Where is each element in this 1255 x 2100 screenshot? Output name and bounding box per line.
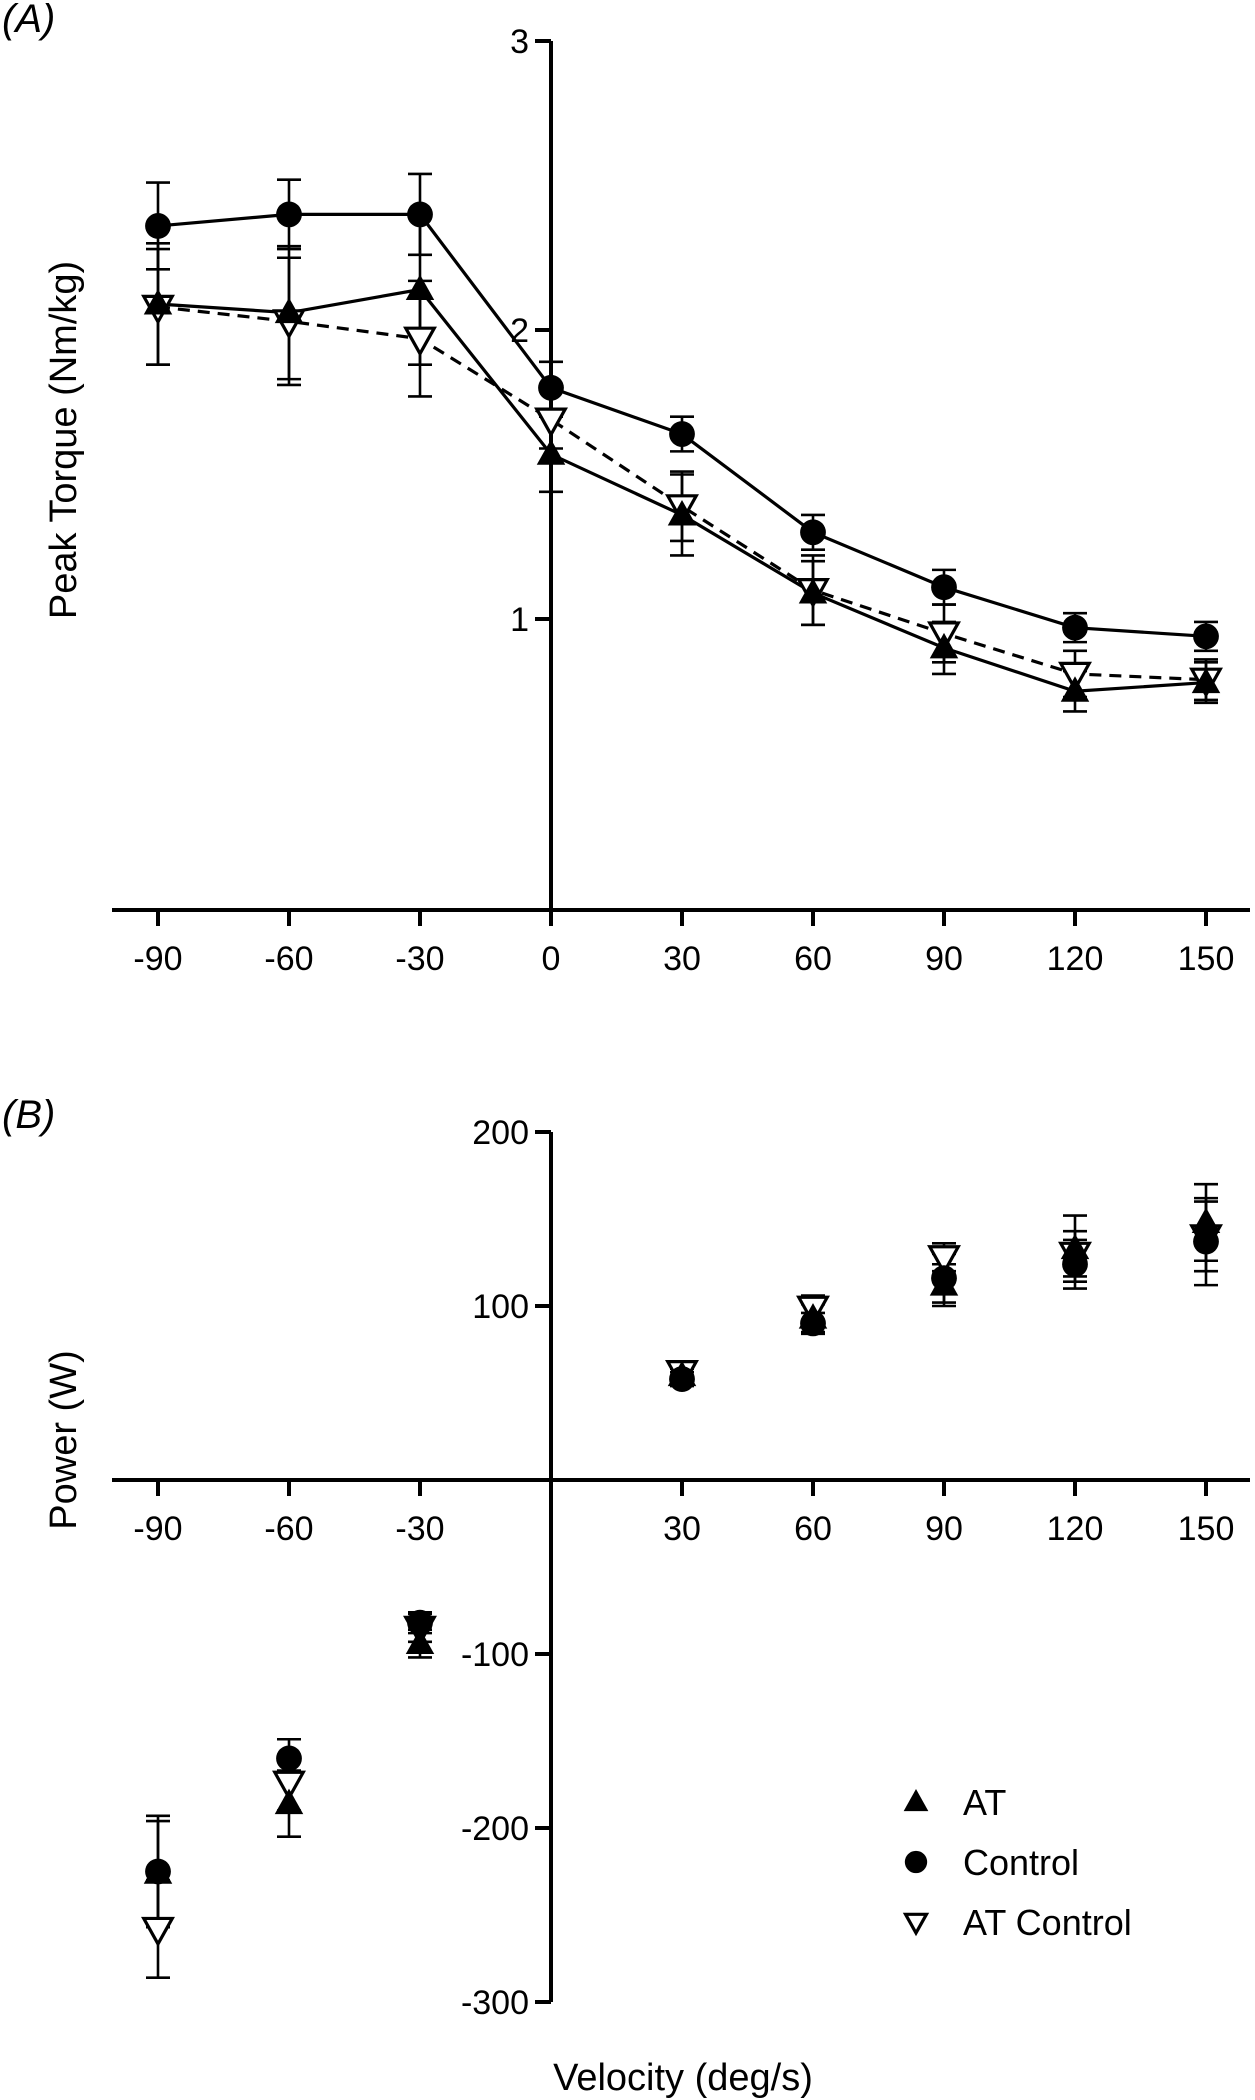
panel-b-axes: -300 -200 -100 100 200 -90 -60 -30 30 60 90 120 150 (112, 1114, 1250, 2022)
panel-a-axes: 123-90 -60 -30 0 30 60 90 120 150 (112, 23, 1250, 978)
panel-b-y-tick-label: -100 (461, 1636, 529, 1674)
legend-item-at-control: AT Control (902, 1902, 1132, 1943)
legend: AT Control AT Control (902, 1782, 1132, 1943)
panel-a-point-at (143, 288, 173, 315)
legend-marker-shape (903, 1789, 929, 1812)
panel-b-x-tick-label: -90 (133, 1510, 182, 1548)
panel-a-x-tick-label: 0 (542, 940, 561, 978)
panel-b-markers (141, 1207, 1223, 1948)
panel-a-point-at-control (1058, 661, 1092, 693)
legend-label-at: AT (963, 1782, 1006, 1823)
panel-b-x-tick-label: 120 (1047, 1510, 1104, 1548)
panel-a-point-at (667, 499, 697, 526)
panel-b-y-tick-label: -300 (461, 1984, 529, 2022)
panel-a-x-tick-label: 60 (794, 940, 832, 978)
panel-b-point-control (669, 1366, 695, 1392)
panel-b-point-at (405, 1628, 435, 1655)
panel-b-point-control (145, 1858, 171, 1885)
panel-a-x-tick-label: 30 (663, 940, 701, 978)
panel-a-x-tick-label: -60 (264, 940, 313, 978)
panel-b-point-at-control (141, 1916, 175, 1948)
panel-a-point-at (1191, 667, 1221, 694)
panel-b-point-control (1062, 1251, 1088, 1278)
panel-a-point-at-control (403, 326, 437, 357)
panel-a-point-at (405, 274, 435, 301)
panel-a-point-control (1193, 623, 1219, 650)
panel-a-point-control (276, 201, 302, 228)
legend-label-at-control: AT Control (963, 1902, 1132, 1943)
panel-b-point-at-control (927, 1245, 961, 1276)
panel-b-x-tick-label: -60 (264, 1510, 313, 1548)
panel-a-point-at (1060, 676, 1090, 702)
panel-b-x-tick-label: 150 (1178, 1510, 1235, 1548)
panel-b-point-control (1193, 1228, 1219, 1255)
panel-a-y-axis-title: Peak Torque (Nm/kg) (43, 261, 85, 619)
legend-label-control: Control (963, 1842, 1079, 1883)
legend-marker-circle-icon (904, 1850, 928, 1874)
panel-a-point-control (538, 374, 564, 401)
panel-a-point-control (145, 213, 171, 239)
panel-b-x-axis-title: Velocity (deg/s) (553, 2057, 813, 2099)
panel-label-a: (A) (2, 0, 55, 41)
panel-b-point-at (274, 1788, 304, 1815)
panel-b-y-tick-label: 200 (472, 1114, 529, 1152)
panel-a-x-tick-label: -30 (395, 940, 444, 978)
panel-a-point-at-control (534, 407, 568, 438)
panel-b-point-control (276, 1745, 302, 1772)
panel-b-y-axis-title: Power (W) (43, 1350, 85, 1529)
panel-a-point-at (274, 297, 304, 324)
panel-b-point-control (800, 1310, 826, 1337)
panel-a-point-at (929, 632, 959, 659)
panel-a-series-lines (157, 212, 1207, 693)
panel-b-y-tick-label: -200 (461, 1810, 529, 1848)
panel-a-point-at (536, 439, 566, 465)
panel-b-x-tick-label: 60 (794, 1510, 832, 1548)
panel-a-point-at (798, 577, 828, 604)
panel-a-x-tick-label: 120 (1047, 940, 1104, 978)
panel-a-point-control (1062, 614, 1088, 641)
panel-a-markers (141, 201, 1223, 702)
panel-a-point-control (669, 421, 695, 447)
panel-b-x-tick-label: 30 (663, 1510, 701, 1548)
panel-b-point-at (1191, 1207, 1221, 1233)
panel-b-x-tick-label: -30 (395, 1510, 444, 1548)
legend-item-control: Control (904, 1842, 1079, 1883)
panel-b-point-control (407, 1609, 433, 1636)
panel-a-chart: 123-90 -60 -30 0 30 60 90 120 150 Peak Torque (N… (43, 23, 1250, 978)
panel-b-y-tick-label: 100 (472, 1288, 529, 1326)
panel-b-point-at-control (272, 1770, 306, 1802)
panel-a-x-tick-label: 90 (925, 940, 963, 978)
panel-label-b: (B) (2, 1093, 55, 1137)
panel-b-point-control (931, 1265, 957, 1292)
panel-a-x-tick-label: 150 (1178, 940, 1235, 978)
panel-a-x-tick-label: -90 (133, 940, 182, 978)
panel-b-point-at (1060, 1233, 1090, 1260)
legend-item-at: AT (903, 1782, 1006, 1823)
legend-marker-shape (902, 1912, 930, 1937)
panel-a-point-control (931, 574, 957, 601)
legend-marker-shape (904, 1850, 928, 1874)
panel-b-x-tick-label: 90 (925, 1510, 963, 1548)
panel-a-point-control (800, 519, 826, 546)
panel-a-y-tick-label: 3 (510, 23, 529, 61)
panel-a-y-tick-label: 1 (510, 601, 529, 639)
panel-a-point-control (407, 201, 433, 228)
legend-marker-triangle-up-icon (903, 1789, 929, 1812)
legend-marker-triangle-down-icon (902, 1912, 930, 1937)
